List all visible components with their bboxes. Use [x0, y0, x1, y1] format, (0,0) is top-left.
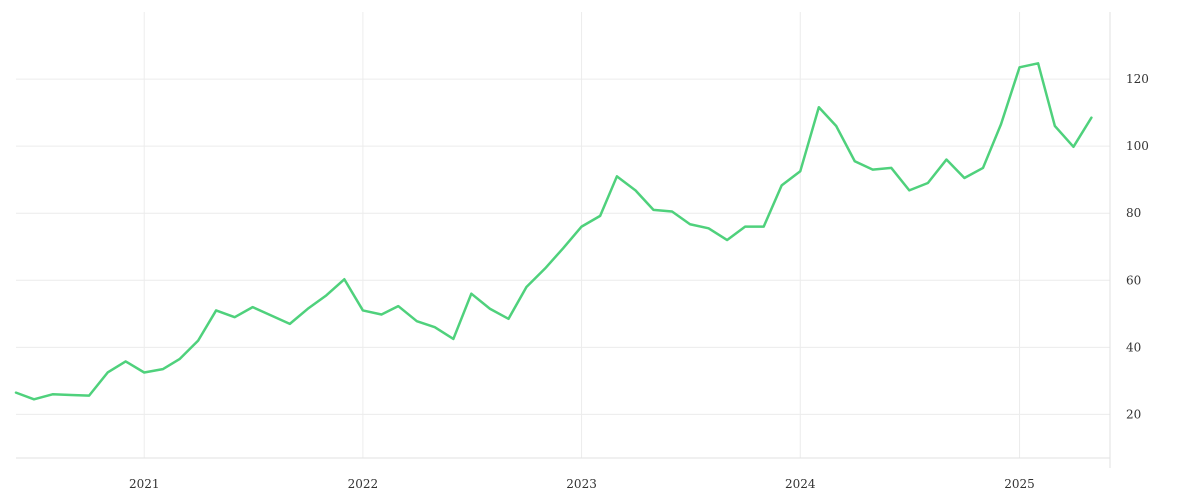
series-layer — [14, 62, 1093, 401]
y-tick-label: 100 — [1126, 139, 1149, 153]
tick-label-layer: 20 40 60 80 100 120 2021 2022 2023 2024 2025 — [129, 72, 1149, 491]
axis-layer — [16, 12, 1111, 468]
x-tick-label: 2024 — [785, 477, 816, 491]
x-tick-label: 2025 — [1004, 477, 1035, 491]
y-tick-label: 120 — [1126, 72, 1149, 86]
y-tick-label: 20 — [1126, 407, 1141, 421]
x-tick-label: 2022 — [348, 477, 379, 491]
y-tick-label: 60 — [1126, 273, 1141, 287]
y-tick-label: 80 — [1126, 206, 1141, 220]
x-tick-label: 2021 — [129, 477, 160, 491]
grid-layer — [16, 12, 1110, 458]
y-tick-label: 40 — [1126, 340, 1141, 354]
x-tick-label: 2023 — [566, 477, 597, 491]
series-line — [14, 62, 1093, 401]
